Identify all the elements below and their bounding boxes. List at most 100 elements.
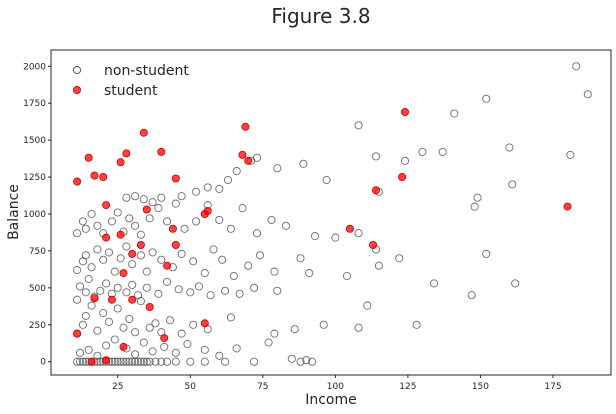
non-student-point [78,320,87,329]
non-student-point [209,245,218,254]
non-student-point [75,282,85,291]
non-student-point [583,90,592,99]
non-student-point [157,193,166,202]
non-student-point [505,143,514,152]
student-point [87,357,96,366]
non-student-point [145,214,154,223]
non-student-point [305,269,314,278]
non-student-point [73,295,82,304]
non-student-point [163,217,172,226]
non-student-point [157,357,166,366]
non-student-point [331,233,340,242]
non-student-point [136,230,145,239]
student-point [200,319,209,328]
legend-marker-student [73,86,82,95]
non-student-point [215,215,224,224]
x-tick-label: 150 [472,382,489,392]
non-student-point [171,348,180,357]
non-student-point [110,267,119,276]
y-tick-label: 500 [29,284,46,294]
non-student-point [438,147,447,156]
non-student-point [122,193,131,202]
non-student-point [81,251,90,260]
non-student-point [223,175,233,185]
legend-label-non-student: non-student [104,63,189,79]
non-student-point [400,156,410,165]
non-student-point [133,291,143,300]
non-student-point [99,308,108,318]
student-point [203,206,212,215]
student-point [128,249,137,258]
non-student-point [136,251,145,260]
non-student-point [142,283,151,292]
non-student-point [81,311,90,320]
non-student-point [145,357,154,366]
non-student-point [354,121,363,130]
non-student-point [354,229,363,238]
non-student-point [566,150,575,159]
non-student-point [139,338,148,347]
y-tick-label: 2000 [23,62,46,72]
non-student-point [142,357,151,366]
non-student-point [128,260,137,269]
y-tick-label: 750 [29,247,46,257]
non-student-point [482,94,491,103]
non-student-point [244,261,253,270]
non-student-point [73,357,82,366]
y-tick-label: 0 [40,358,46,368]
student-point [142,205,151,214]
non-student-point [192,187,201,196]
non-student-point [322,175,331,185]
non-student-point [99,255,108,264]
non-student-point [139,195,148,204]
student-point [119,269,128,278]
non-student-point [215,184,224,193]
non-student-point [113,357,122,366]
non-student-point [163,357,172,366]
points-layer [73,62,592,366]
non-student-point [131,328,140,337]
student-point [102,356,111,365]
non-student-point [93,326,102,335]
student-point [371,186,380,195]
non-student-point [302,356,311,365]
non-student-point [128,357,137,366]
x-axis-label: Income [305,392,357,408]
non-student-point [131,192,140,201]
non-student-point [296,254,305,263]
non-student-point [238,204,247,213]
x-tick-label: 125 [399,382,416,392]
non-student-point [110,335,119,344]
non-student-point [122,357,131,366]
non-student-point [157,255,166,264]
non-student-point [226,224,235,233]
non-student-point [125,314,134,323]
non-student-point [450,109,459,118]
x-tick-label: 75 [257,382,268,392]
non-student-point [160,342,169,351]
student-point [145,302,154,311]
non-student-point [270,267,279,276]
student-point [168,224,177,233]
non-student-point [136,357,145,366]
non-student-point [119,323,128,332]
non-student-point [572,62,581,71]
student-point [136,240,145,249]
non-student-point [267,215,276,224]
non-student-point [148,248,157,257]
non-student-point [215,351,224,360]
student-point [369,240,378,249]
non-student-point [75,357,85,366]
non-student-point [200,345,209,354]
non-student-point [235,289,244,298]
student-point [84,153,93,162]
student-point [398,172,407,181]
non-student-point [131,350,140,359]
non-student-point [154,289,163,298]
non-student-point [125,357,134,366]
non-student-point [171,199,180,208]
legend-label-student: student [104,83,158,99]
non-student-point [374,261,383,270]
non-student-point [252,229,262,238]
non-student-point [93,351,102,360]
